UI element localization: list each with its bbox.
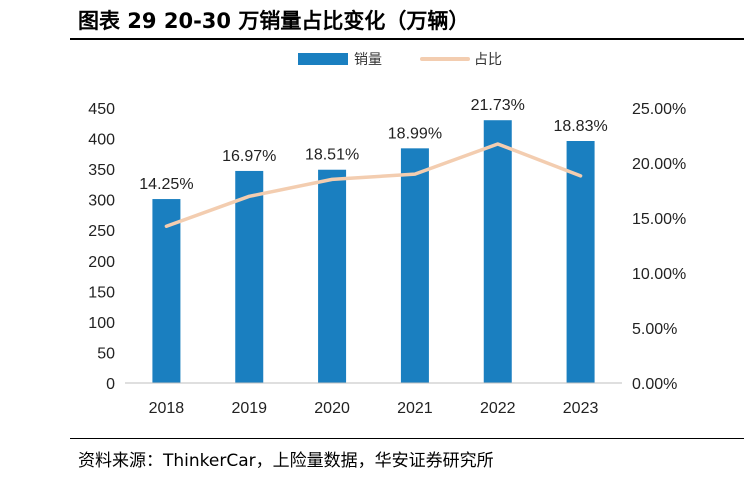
x-tick-label: 2022 [480, 400, 516, 417]
legend-swatch-sales [298, 53, 348, 65]
line-share [164, 142, 583, 228]
share-data-label: 18.83% [553, 118, 607, 135]
y-left-tick-label: 200 [88, 254, 115, 271]
bar-sales [400, 148, 429, 383]
y-right-tick-label: 15.00% [632, 211, 686, 228]
y-right-tick-label: 5.00% [632, 321, 677, 338]
y-left-tick-label: 150 [88, 284, 115, 301]
x-tick-label: 2023 [563, 400, 599, 417]
y-right-tick-label: 10.00% [632, 266, 686, 283]
bar-sales [318, 169, 347, 383]
source-divider [70, 438, 744, 439]
bar-sales [152, 199, 181, 383]
x-tick-label: 2018 [149, 400, 185, 417]
share-data-label: 16.97% [222, 148, 276, 165]
share-data-label: 14.25% [139, 176, 193, 193]
x-tick-label: 2021 [397, 400, 433, 417]
share-data-label: 18.51% [305, 147, 359, 164]
y-right-tick-label: 0.00% [632, 376, 677, 393]
bar-sales [483, 120, 512, 383]
bar-sales [566, 141, 595, 383]
share-data-label: 21.73% [471, 97, 525, 114]
combo-chart: 0 50 100 150 200 250 300 350 400 450 0.00% 5.00% 10.… [88, 52, 686, 417]
legend-label-share: 占比 [474, 52, 502, 68]
x-tick-label: 2019 [231, 400, 267, 417]
y-left-tick-label: 250 [88, 223, 115, 240]
y-left-tick-label: 350 [88, 162, 115, 179]
y-right-tick-label: 25.00% [632, 101, 686, 118]
y-left-tick-label: 0 [106, 376, 115, 393]
x-tick-label: 2020 [314, 400, 350, 417]
chart-title: 图表 29 20-30 万销量占比变化（万辆） [78, 9, 470, 33]
legend-label-sales: 销量 [354, 52, 382, 68]
bar-sales [235, 170, 264, 383]
y-left-tick-label: 100 [88, 315, 115, 332]
y-left-tick-label: 450 [88, 101, 115, 118]
source-note: 资料来源：ThinkerCar，上险量数据，华安证券研究所 [78, 451, 494, 471]
share-data-label: 18.99% [388, 125, 442, 142]
y-left-tick-label: 50 [97, 345, 115, 362]
title-divider [70, 38, 744, 40]
y-right-tick-label: 20.00% [632, 156, 686, 173]
y-left-tick-label: 400 [88, 132, 115, 149]
y-left-tick-label: 300 [88, 193, 115, 210]
